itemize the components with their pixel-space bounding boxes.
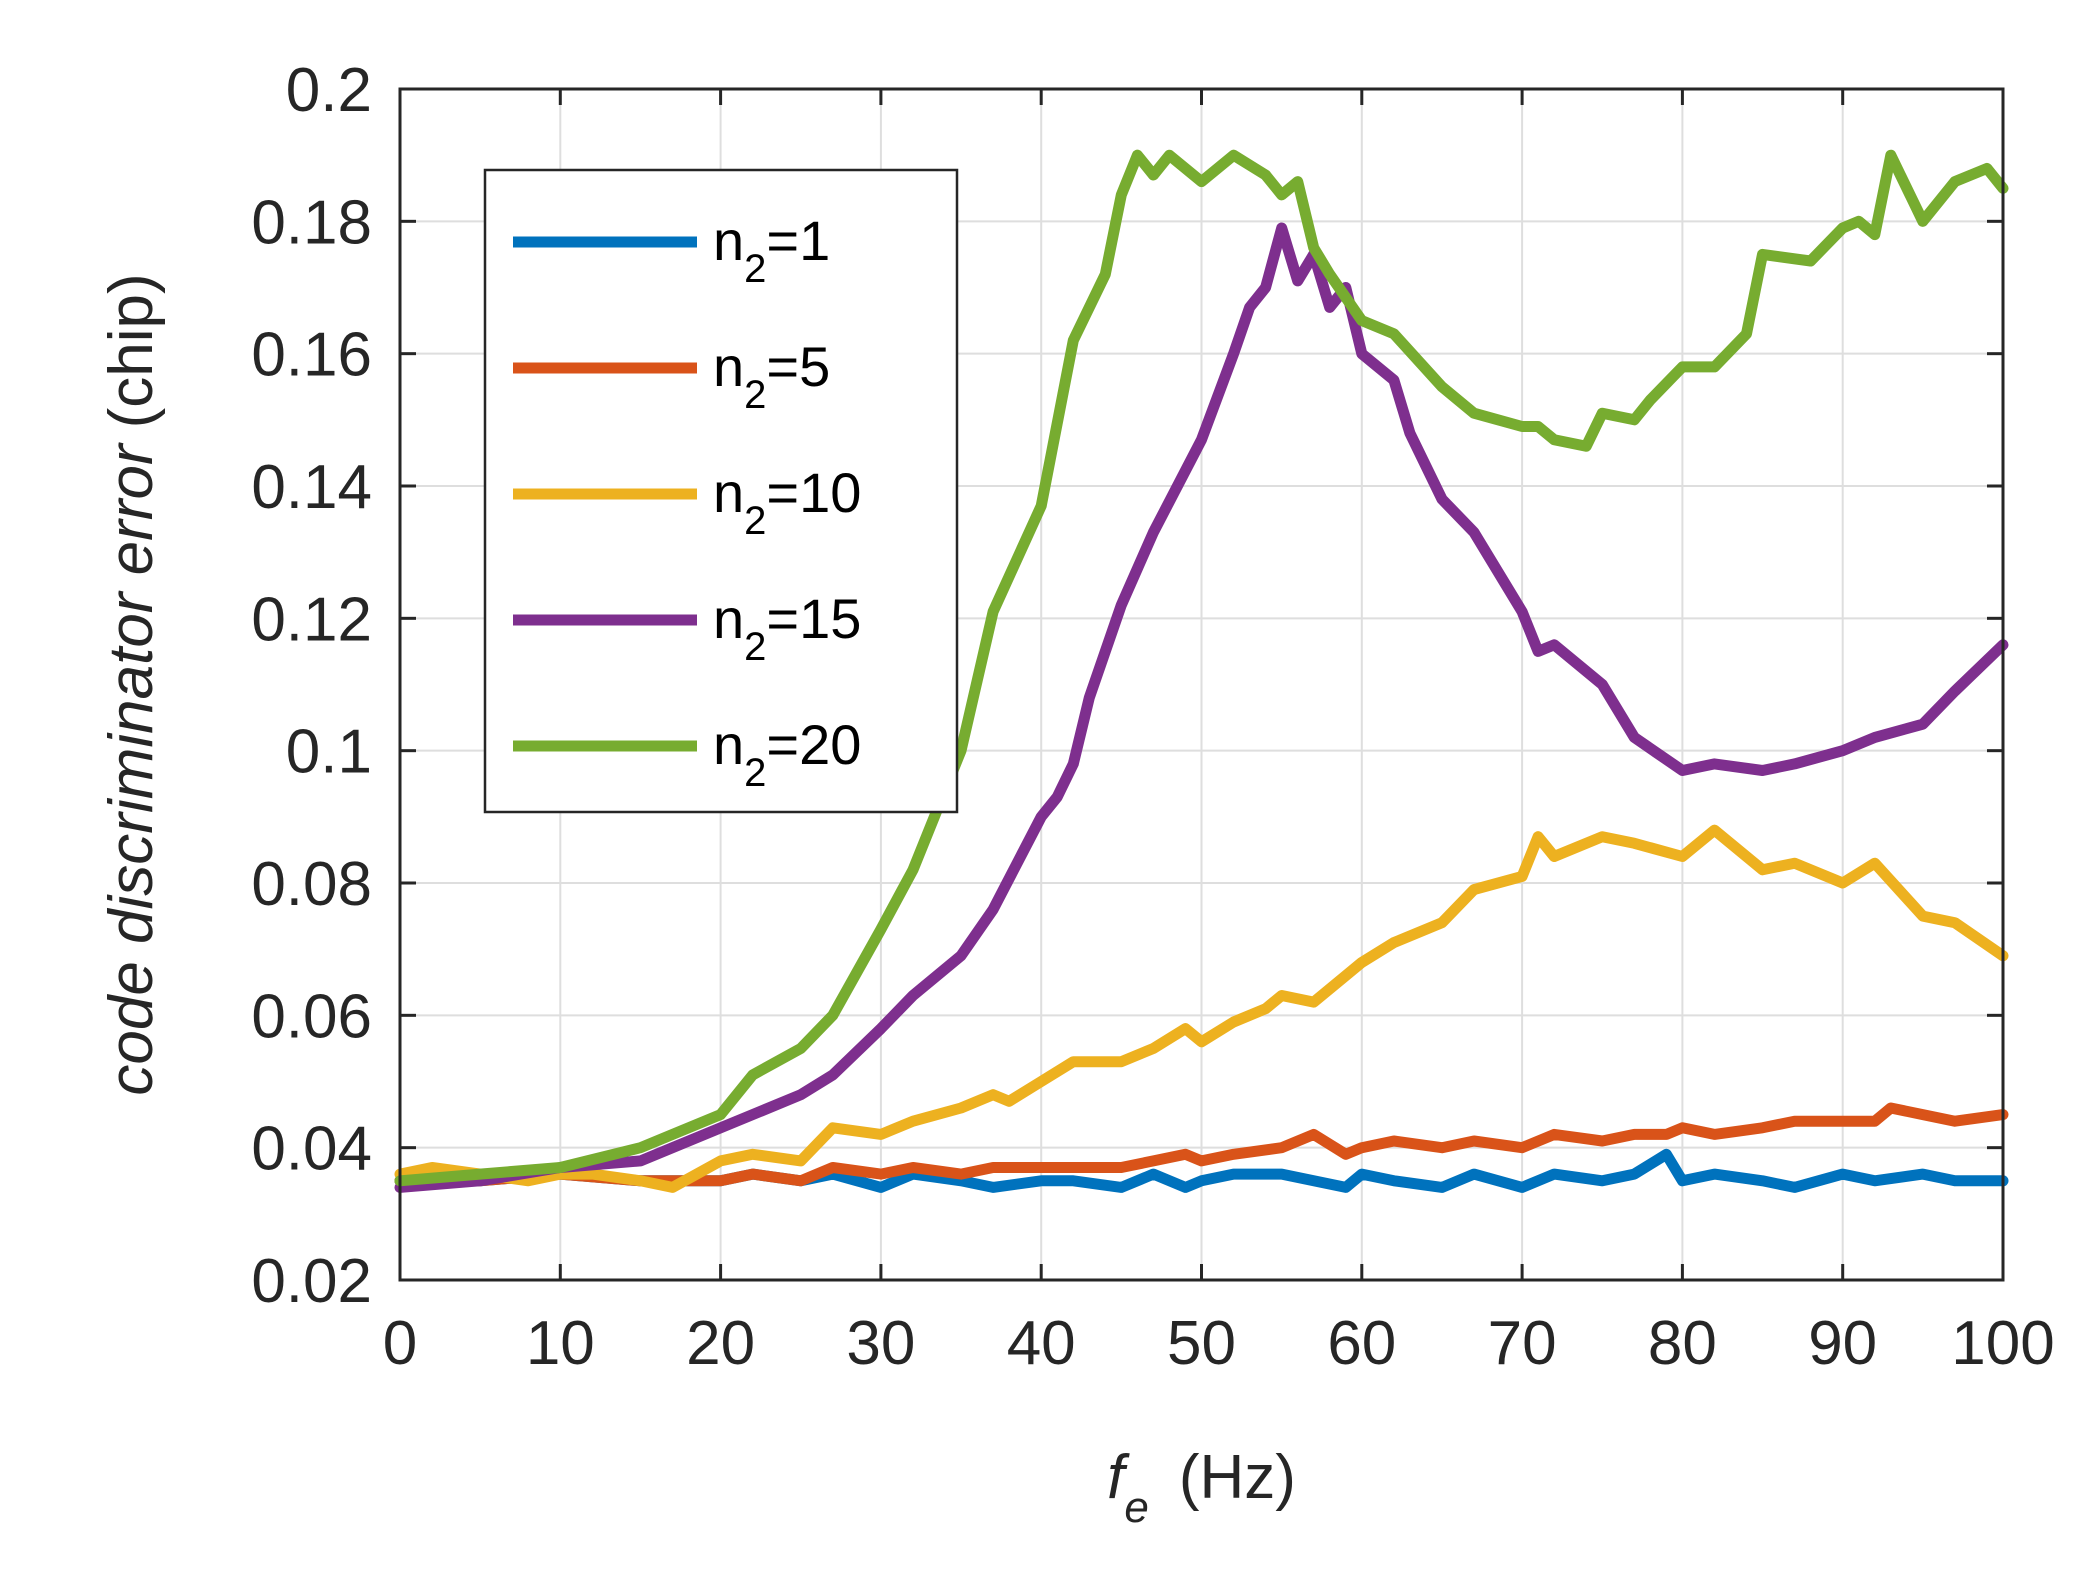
legend-label-base: n <box>713 713 744 776</box>
x-axis-title: fe (Hz) <box>1107 1443 1296 1532</box>
y-tick-label-6: 0.14 <box>251 453 372 522</box>
axis-ticks: 0 10 20 30 40 50 60 70 80 90 100 0.02 0.04 0.06 0.08 0.… <box>251 56 2054 1378</box>
legend-label-3: n2=10 <box>713 461 861 543</box>
legend-label-base: n <box>713 209 744 272</box>
legend-label-subscript: 2 <box>744 751 766 795</box>
legend-label-2: n2=5 <box>713 335 830 417</box>
legend-label-subscript: 2 <box>744 499 766 543</box>
y-tick-label-7: 0.16 <box>251 321 372 390</box>
y-axis-unit: (chip) <box>97 273 166 428</box>
series-line-4 <box>394 222 2009 1193</box>
x-tick-label-9: 90 <box>1808 1309 1877 1378</box>
grid-lines <box>400 89 2003 1280</box>
legend-label-4: n2=15 <box>713 587 861 669</box>
legend-label-subscript: 2 <box>744 625 766 669</box>
x-tick-label-7: 70 <box>1488 1309 1557 1378</box>
x-tick-label-2: 20 <box>686 1309 755 1378</box>
legend-label-rest: =15 <box>766 587 861 650</box>
y-axis-label-italic: code discriminator error <box>97 442 166 1096</box>
y-tick-label-9: 0.2 <box>286 56 372 125</box>
x-axis-subscript: e <box>1124 1483 1148 1532</box>
x-tick-label-10: 100 <box>1951 1309 2054 1378</box>
legend-label-rest: =20 <box>766 713 861 776</box>
legend-label-base: n <box>713 587 744 650</box>
legend-label-rest: =10 <box>766 461 861 524</box>
legend-label-1: n2=1 <box>713 209 830 291</box>
x-tick-label-8: 80 <box>1648 1309 1717 1378</box>
legend-label-rest: =5 <box>766 335 830 398</box>
legend-label-rest: =1 <box>766 209 830 272</box>
x-tick-label-1: 10 <box>526 1309 595 1378</box>
x-tick-label-6: 60 <box>1327 1309 1396 1378</box>
series-line-3 <box>394 824 2009 1193</box>
y-tick-label-5: 0.12 <box>251 585 372 654</box>
series-line-2 <box>394 1102 2009 1187</box>
x-tick-label-0: 0 <box>383 1309 417 1378</box>
x-tick-label-4: 40 <box>1007 1309 1076 1378</box>
legend-label-5: n2=20 <box>713 713 861 795</box>
y-tick-label-0: 0.02 <box>251 1247 372 1316</box>
y-tick-label-2: 0.06 <box>251 982 372 1051</box>
series-line-5 <box>394 149 2009 1187</box>
series-lines <box>394 149 2009 1193</box>
x-axis-unit: (Hz) <box>1179 1443 1296 1512</box>
legend-label-base: n <box>713 461 744 524</box>
legend-label-base: n <box>713 335 744 398</box>
y-tick-label-4: 0.1 <box>286 718 372 787</box>
legend-label-subscript: 2 <box>744 373 766 417</box>
y-tick-label-3: 0.08 <box>251 850 372 919</box>
y-tick-label-1: 0.04 <box>251 1115 372 1184</box>
x-tick-label-5: 50 <box>1167 1309 1236 1378</box>
y-tick-label-8: 0.18 <box>251 188 372 257</box>
x-tick-label-3: 30 <box>846 1309 915 1378</box>
y-axis-title: code discriminator error (chip) <box>97 273 166 1095</box>
legend-label-subscript: 2 <box>744 247 766 291</box>
